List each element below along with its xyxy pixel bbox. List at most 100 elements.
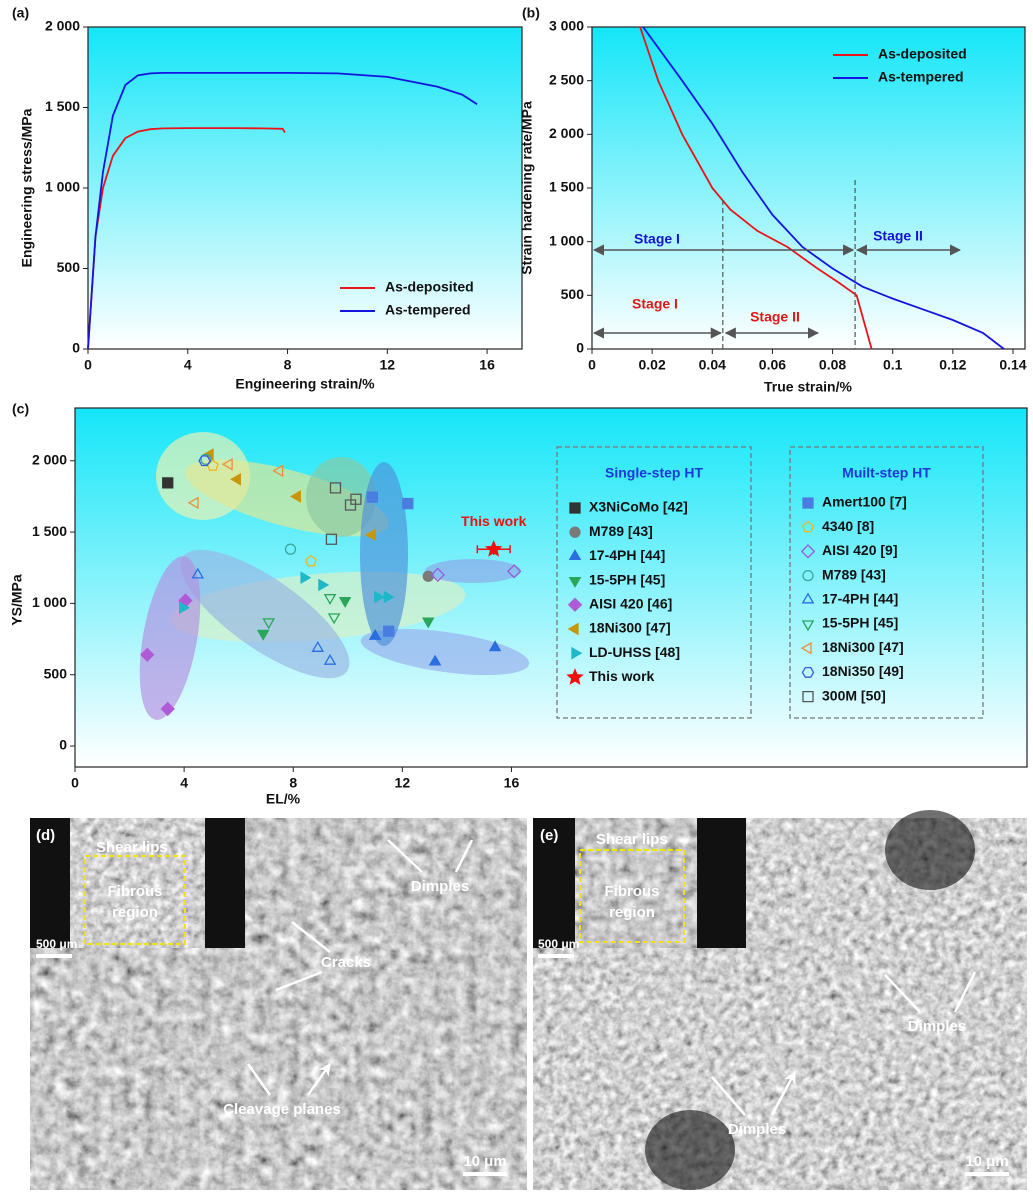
legend-label: 15-5PH [45] xyxy=(589,571,665,587)
y-tick-label: 1 500 xyxy=(45,98,80,114)
y-axis-label: YS/MPa xyxy=(9,574,25,626)
y-tick-label: 500 xyxy=(57,259,81,275)
legend-marker xyxy=(800,544,816,559)
marker xyxy=(506,564,522,579)
panel-label: (d) xyxy=(36,827,55,844)
shear-lips: Shear lips xyxy=(96,839,168,856)
group-region xyxy=(180,549,350,679)
legend-marker xyxy=(569,502,581,514)
x-tick-label: 12 xyxy=(380,357,396,373)
y-tick-label: 500 xyxy=(44,665,68,681)
plot-background xyxy=(592,27,1025,349)
x-axis-label: Engineering strain/% xyxy=(235,376,375,392)
marker xyxy=(383,590,395,604)
sem-panel-d: (d) Shear lips Fibrous region 500 μm Dim… xyxy=(30,818,527,1190)
x-tick-label: 8 xyxy=(284,357,292,373)
y-tick-label: 0 xyxy=(72,340,80,356)
group-region xyxy=(360,462,408,646)
y-tick-label: 2 000 xyxy=(45,18,80,34)
legend-label: As-tempered xyxy=(878,69,964,85)
marker xyxy=(187,496,199,510)
x-tick-label: 0.06 xyxy=(759,357,786,373)
legend-marker xyxy=(567,622,579,636)
marker xyxy=(200,453,212,465)
legend-label: M789 [43] xyxy=(589,523,653,539)
legend-label: M789 [43] xyxy=(822,566,886,582)
legend-marker xyxy=(568,549,582,561)
x-axis-label: True strain/% xyxy=(764,379,852,395)
y-tick-label: 3 000 xyxy=(549,18,584,34)
group-region xyxy=(425,559,521,583)
y-tick-label: 1 500 xyxy=(549,179,584,195)
fibrous-box xyxy=(579,849,685,943)
line xyxy=(87,72,478,350)
marker xyxy=(344,499,357,511)
marker xyxy=(311,641,325,652)
sem-panel-e: (e) Shear lips Fibrous region 500 μm Dim… xyxy=(533,810,1027,1190)
x-tick-label: 4 xyxy=(184,357,192,373)
panel-label: (b) xyxy=(522,5,540,21)
legend-label: AISI 420 [46] xyxy=(589,596,672,612)
x-tick-label: 16 xyxy=(479,357,495,373)
region: region xyxy=(609,904,655,921)
legend-label: As-tempered xyxy=(385,302,471,318)
legend-label: 18Ni350 [49] xyxy=(822,663,904,679)
marker xyxy=(368,628,382,640)
legend-label: 17-4PH [44] xyxy=(589,547,665,563)
legend-label: 18Ni300 [47] xyxy=(822,639,904,655)
marker xyxy=(300,571,312,585)
x-tick-label: 0 xyxy=(71,775,79,791)
stage-label: Stage I xyxy=(634,231,680,247)
marker xyxy=(304,554,317,567)
stage-label: Stage II xyxy=(873,228,923,244)
legend-marker xyxy=(802,520,814,533)
stage-label: Stage II xyxy=(750,309,800,325)
inset-scale: 500 μm xyxy=(538,937,579,951)
marker xyxy=(338,596,352,608)
legend-marker xyxy=(802,690,814,703)
legend-label: Amert100 [7] xyxy=(822,494,907,510)
legend-marker xyxy=(802,497,814,509)
annotation: Dimples xyxy=(908,1018,966,1035)
y-tick-label: 1 000 xyxy=(549,232,584,248)
legend-label: LD-UHSS [48] xyxy=(589,644,680,660)
scale: 10 μm xyxy=(463,1153,506,1170)
x-tick-label: 0.02 xyxy=(639,357,666,373)
marker xyxy=(179,601,190,615)
marker xyxy=(290,490,301,503)
marker xyxy=(318,578,330,592)
legend-marker xyxy=(801,620,815,632)
legend-marker xyxy=(569,526,581,538)
legend-marker xyxy=(802,569,814,582)
marker xyxy=(221,457,233,471)
y-tick-label: 0 xyxy=(59,737,67,753)
x-tick-label: 8 xyxy=(289,775,297,791)
marker xyxy=(428,654,442,666)
legend-label: 4340 [8] xyxy=(822,518,874,534)
panel-label: (c) xyxy=(12,401,29,417)
marker xyxy=(488,640,502,652)
legend-title: Muilt-step HT xyxy=(842,465,931,481)
marker xyxy=(422,570,434,582)
y-tick-label: 2 000 xyxy=(549,125,584,141)
x-tick-label: 0.14 xyxy=(999,357,1026,373)
legend-title: Single-step HT xyxy=(605,465,703,481)
marker xyxy=(421,617,435,629)
specimen xyxy=(575,818,697,948)
marker xyxy=(365,528,376,542)
charts: 0 4 8 12 16 0 500 1 000 1 500 2 000 (a) Engineering… xyxy=(9,5,1028,807)
line xyxy=(87,127,286,350)
annotation: Cracks xyxy=(321,954,371,971)
y-tick-label: 1 000 xyxy=(32,594,67,610)
legend-box xyxy=(789,446,984,719)
annotation: Dimples xyxy=(728,1121,786,1138)
y-tick-label: 0 xyxy=(576,340,584,356)
marker xyxy=(430,567,445,583)
marker xyxy=(272,464,284,478)
marker xyxy=(327,613,341,625)
fibrous-box xyxy=(84,855,186,945)
x-tick-label: 16 xyxy=(504,775,520,791)
fibrous: Fibrous xyxy=(605,883,660,900)
marker xyxy=(350,493,362,505)
